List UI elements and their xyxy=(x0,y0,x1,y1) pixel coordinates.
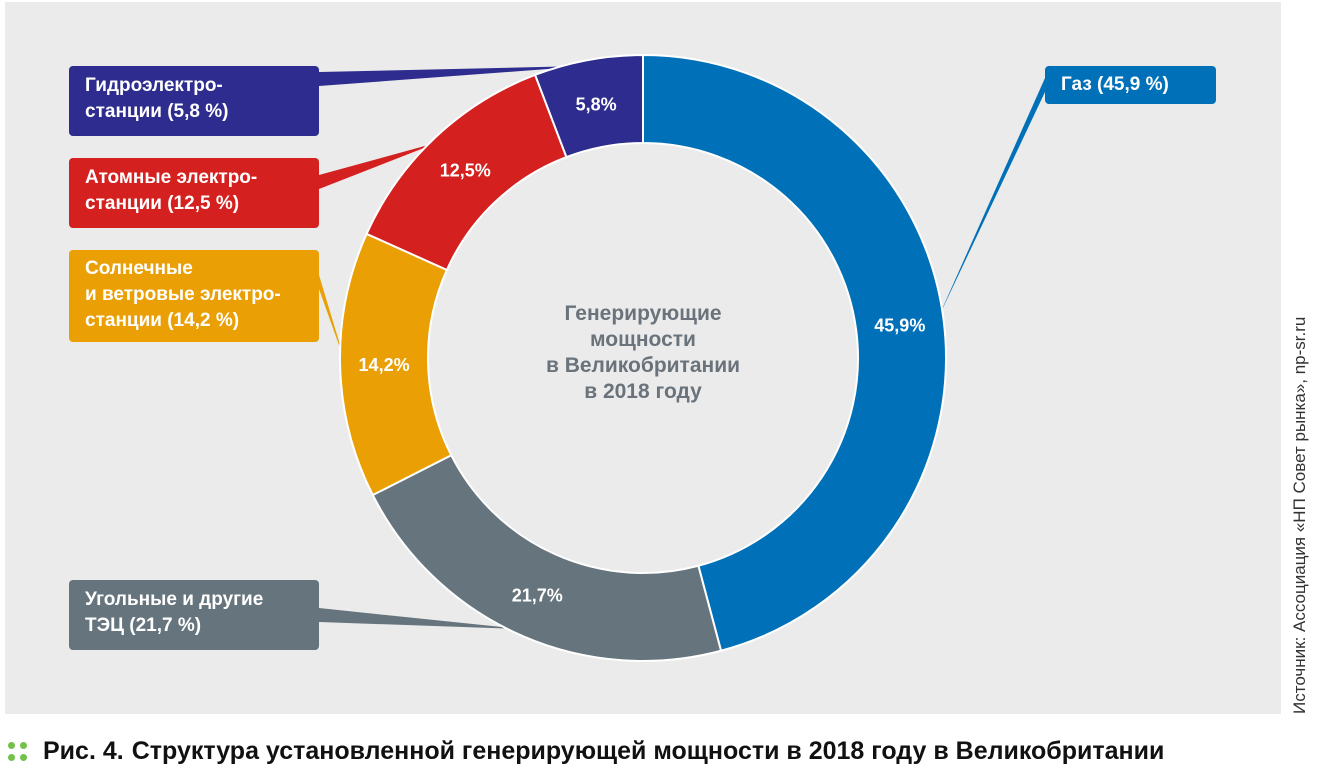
slice-coal xyxy=(371,453,723,662)
leader-hydro xyxy=(319,65,590,86)
leader-lines xyxy=(319,65,1045,630)
value-labels: 45,9% 21,7% 14,2% 12,5% 5,8% xyxy=(359,94,926,605)
legend-label-gas: Газ (45,9 %) xyxy=(1045,66,1216,104)
legend-label-solar-wind: Солнечные и ветровые электро- станции (1… xyxy=(69,250,319,342)
leader-solar-wind xyxy=(319,275,347,365)
value-label-coal: 21,7% xyxy=(512,585,563,605)
slice-gas xyxy=(642,53,947,653)
legend-label-nuclear: Атомные электро- станции (12,5 %) xyxy=(69,158,319,228)
value-label-hydro: 5,8% xyxy=(576,94,617,114)
value-label-solar-wind: 14,2% xyxy=(359,355,410,375)
value-label-gas: 45,9% xyxy=(874,315,925,335)
legend-label-hydro: Гидроэлектро- станции (5,8 %) xyxy=(69,66,319,136)
donut-slices xyxy=(339,53,947,662)
figure-number: Рис. 4. xyxy=(43,736,124,765)
leader-nuclear xyxy=(319,141,440,189)
caption-text: Структура установленной генерирующей мощ… xyxy=(131,736,1165,765)
center-label: Генерирующие мощности в Великобритании в 20… xyxy=(546,302,740,403)
value-label-nuclear: 12,5% xyxy=(440,161,491,181)
figure-caption: Рис. 4. Структура установленной генериру… xyxy=(8,731,1308,771)
leader-gas xyxy=(937,78,1045,320)
caption-marker-icon xyxy=(8,741,27,761)
leader-coal xyxy=(319,608,522,630)
slice-hydro xyxy=(533,53,644,159)
source-note: Источник: Ассоциация «НП Совет рынка», n… xyxy=(1290,316,1309,714)
legend-label-coal: Угольные и другие ТЭЦ (21,7 %) xyxy=(69,580,319,650)
